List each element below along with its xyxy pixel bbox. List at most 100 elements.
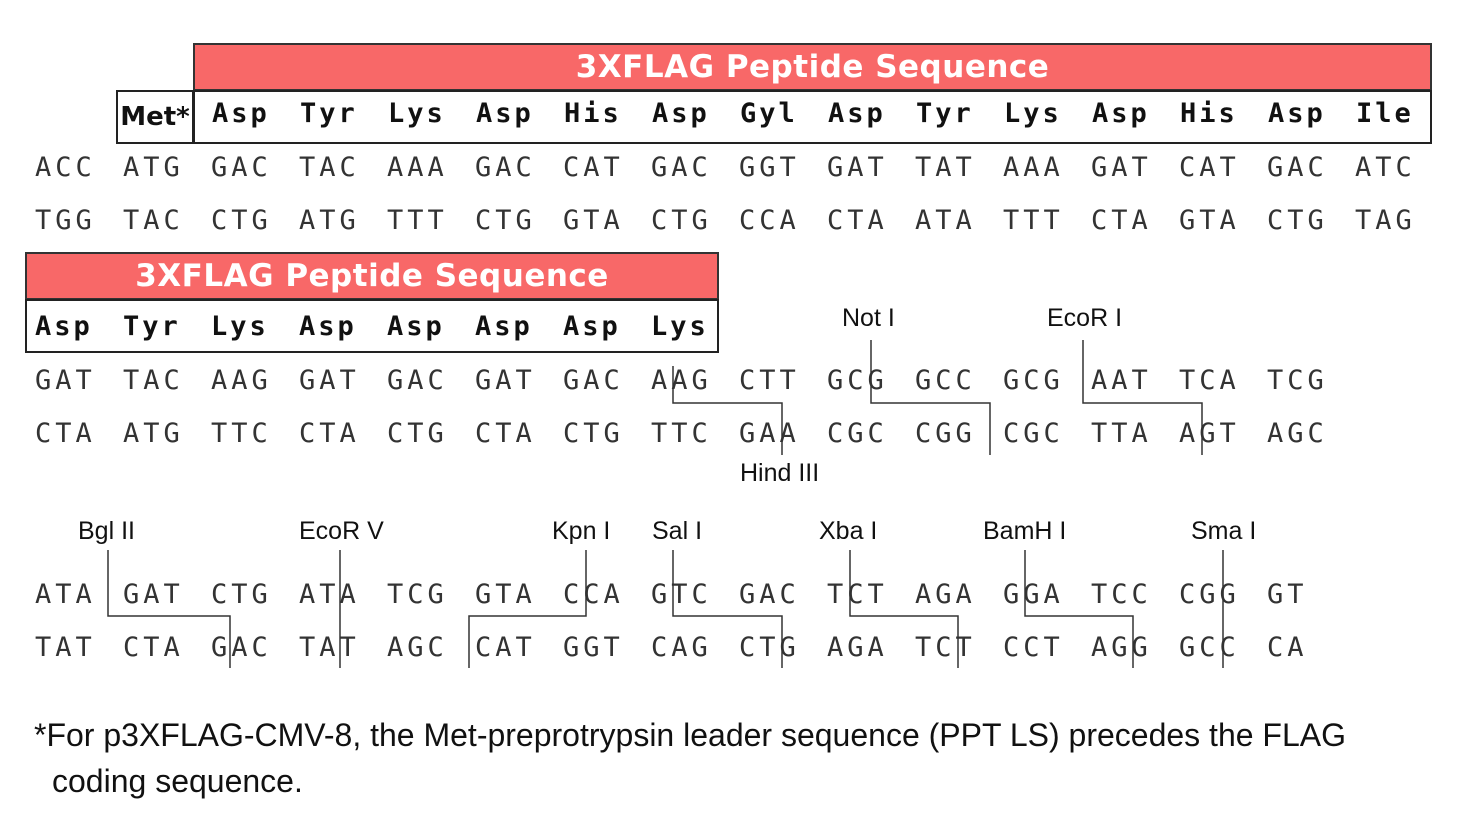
codon: CTA	[827, 205, 888, 236]
amino-acid-box-middle	[25, 299, 719, 353]
codon: TCC	[1091, 579, 1152, 610]
codon: AGG	[1091, 632, 1152, 663]
codon: CTA	[35, 418, 96, 449]
codon: GTA	[563, 205, 624, 236]
codon: GGT	[739, 152, 800, 183]
codon: AAA	[1003, 152, 1064, 183]
codon: TAC	[299, 152, 360, 183]
codon: CTG	[211, 205, 272, 236]
codon: CCA	[563, 579, 624, 610]
amino-acid: His	[1180, 98, 1238, 129]
codon: TCG	[1267, 365, 1328, 396]
codon: AGA	[915, 579, 976, 610]
amino-acid: Lys	[651, 311, 709, 342]
site-label-ecor-v: EcoR V	[299, 517, 384, 545]
codon: TAC	[123, 365, 184, 396]
codon: CTA	[299, 418, 360, 449]
codon: TAG	[1355, 205, 1416, 236]
codon: ACC	[35, 152, 96, 183]
codon: CGG	[915, 418, 976, 449]
amino-acid: Lys	[211, 311, 269, 342]
codon: ATG	[123, 418, 184, 449]
codon: AGC	[1267, 418, 1328, 449]
codon: ATG	[299, 205, 360, 236]
codon: ATA	[915, 205, 976, 236]
codon: CCA	[739, 205, 800, 236]
amino-acid: Tyr	[916, 98, 974, 129]
codon: GT	[1267, 579, 1308, 610]
codon: GAT	[299, 365, 360, 396]
codon: TAT	[915, 152, 976, 183]
codon: TTC	[211, 418, 272, 449]
codon: CTT	[739, 365, 800, 396]
codon: GAT	[475, 365, 536, 396]
codon: GAC	[475, 152, 536, 183]
footnote-line-1: *For p3XFLAG-CMV-8, the Met-preprotrypsi…	[34, 717, 1346, 753]
codon: CGC	[1003, 418, 1064, 449]
codon: GCC	[1179, 632, 1240, 663]
amino-acid: Asp	[212, 98, 270, 129]
codon: CTG	[475, 205, 536, 236]
amino-acid: Asp	[1092, 98, 1150, 129]
codon: ATG	[123, 152, 184, 183]
codon: GAT	[1091, 152, 1152, 183]
codon: CTA	[1091, 205, 1152, 236]
site-label-sma-i: Sma I	[1191, 517, 1257, 545]
codon: TAT	[299, 632, 360, 663]
codon: ATA	[35, 579, 96, 610]
codon: GCG	[1003, 365, 1064, 396]
site-label-ecor-i: EcoR I	[1047, 304, 1123, 332]
codon: CCT	[1003, 632, 1064, 663]
codon: GAT	[123, 579, 184, 610]
codon: TTC	[651, 418, 712, 449]
codon: CAT	[563, 152, 624, 183]
codon: GAC	[1267, 152, 1328, 183]
codon: GAC	[211, 152, 272, 183]
codon: GTA	[475, 579, 536, 610]
amino-acid: Asp	[652, 98, 710, 129]
codon: GAA	[739, 418, 800, 449]
codon: GAT	[35, 365, 96, 396]
codon: GAC	[563, 365, 624, 396]
amino-acid: Asp	[299, 311, 357, 342]
site-label-bamh-i: BamH I	[983, 517, 1067, 545]
amino-acid: Lys	[1004, 98, 1062, 129]
codon: AAT	[1091, 365, 1152, 396]
amino-acid: Asp	[387, 311, 445, 342]
amino-acid: Asp	[563, 311, 621, 342]
codon: CA	[1267, 632, 1308, 663]
codon: GTA	[1179, 205, 1240, 236]
codon: CTG	[1267, 205, 1328, 236]
codon: TCA	[1179, 365, 1240, 396]
codon: GCG	[827, 365, 888, 396]
amino-acid: Tyr	[123, 311, 181, 342]
amino-acid: Asp	[35, 311, 93, 342]
codon: GGA	[1003, 579, 1064, 610]
codon: GAT	[827, 152, 888, 183]
site-label-not-i: Not I	[842, 304, 895, 332]
codon: TAC	[123, 205, 184, 236]
amino-acid-box-top	[193, 90, 1432, 144]
codon: TTT	[387, 205, 448, 236]
codon: AAG	[211, 365, 272, 396]
codon: CTA	[123, 632, 184, 663]
site-label-xba-i: Xba I	[819, 517, 878, 545]
footnote: *For p3XFLAG-CMV-8, the Met-preprotrypsi…	[34, 712, 1444, 804]
codon: AGT	[1179, 418, 1240, 449]
codon: AAG	[651, 365, 712, 396]
codon: CGG	[1179, 579, 1240, 610]
codon: GCC	[915, 365, 976, 396]
codon: ATA	[299, 579, 360, 610]
codon: CAG	[651, 632, 712, 663]
amino-acid: Asp	[475, 311, 533, 342]
peptide-banner-middle: 3XFLAG Peptide Sequence	[25, 252, 719, 300]
codon: CTG	[651, 205, 712, 236]
footnote-line-2: coding sequence.	[52, 763, 303, 799]
codon: GAC	[387, 365, 448, 396]
amino-acid: Ile	[1356, 98, 1414, 129]
peptide-banner-top: 3XFLAG Peptide Sequence	[193, 43, 1432, 91]
codon: CTA	[475, 418, 536, 449]
codon: GAC	[651, 152, 712, 183]
codon: GAC	[211, 632, 272, 663]
